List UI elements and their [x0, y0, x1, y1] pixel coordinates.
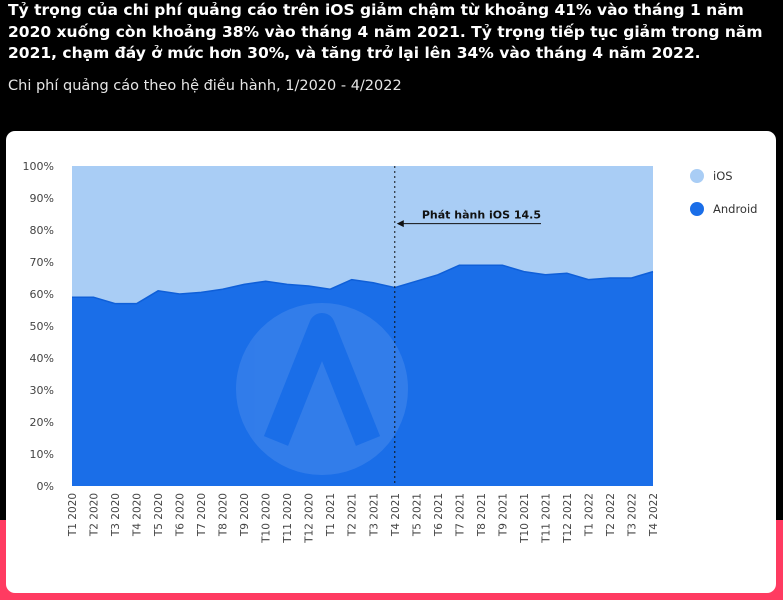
watermark-circle — [236, 303, 408, 475]
y-tick-label: 0% — [37, 480, 54, 493]
x-tick-label: T6 2020 — [175, 493, 187, 537]
legend-swatch-android — [690, 202, 704, 216]
x-tick-label: T2 2020 — [89, 493, 101, 537]
x-tick-label: T3 2022 — [626, 493, 638, 537]
android-boundary-line — [72, 264, 654, 305]
y-tick-label: 80% — [30, 224, 54, 237]
annotation: Phát hành iOS 14.5 — [394, 166, 541, 486]
x-tick-label: T10 2020 — [261, 493, 273, 544]
y-tick-label: 100% — [23, 160, 54, 173]
x-axis: T1 2020 T2 2020 T3 2020 T4 2020 T5 2020 T6 20… — [67, 493, 660, 544]
chart: 0% 10% 20% 30% 40% 50% 60% 70% 80% 90% 100% T1 202… — [23, 160, 758, 544]
legend-label-ios: iOS — [713, 169, 733, 183]
x-tick-label: T9 2021 — [497, 493, 509, 537]
chart-areas — [72, 166, 654, 486]
x-tick-label: T2 2022 — [605, 493, 617, 537]
x-tick-label: T11 2020 — [282, 493, 294, 544]
y-tick-label: 90% — [30, 192, 54, 205]
y-tick-label: 20% — [30, 416, 54, 429]
x-tick-label: T4 2021 — [390, 493, 402, 537]
chart-subtitle: Chi phí quảng cáo theo hệ điều hành, 1/2… — [8, 78, 402, 94]
x-tick-label: T1 2020 — [67, 493, 79, 537]
x-tick-label: T10 2021 — [519, 493, 531, 544]
chart-card: 0% 10% 20% 30% 40% 50% 60% 70% 80% 90% 100% T1 202… — [6, 131, 776, 593]
x-tick-label: T4 2022 — [648, 493, 660, 537]
legend-swatch-ios — [690, 169, 704, 183]
x-tick-label: T1 2022 — [583, 493, 595, 537]
x-tick-label: T1 2021 — [325, 493, 337, 537]
y-tick-label: 70% — [30, 256, 54, 269]
x-tick-label: T12 2021 — [562, 493, 574, 544]
legend: iOS Android — [690, 169, 757, 216]
watermark-glyph — [263, 313, 381, 446]
x-tick-label: T12 2020 — [304, 493, 316, 544]
x-tick-label: T8 2021 — [476, 493, 488, 537]
y-tick-label: 40% — [30, 352, 54, 365]
x-tick-label: T9 2020 — [239, 493, 251, 537]
android-area — [72, 265, 653, 486]
y-axis: 0% 10% 20% 30% 40% 50% 60% 70% 80% 90% 100% — [23, 160, 54, 493]
x-tick-label: T7 2020 — [196, 493, 208, 537]
x-tick-label: T5 2021 — [411, 493, 423, 537]
y-tick-label: 50% — [30, 320, 54, 333]
x-tick-label: T8 2020 — [218, 493, 230, 537]
x-tick-label: T4 2020 — [132, 493, 144, 537]
x-tick-label: T11 2021 — [540, 493, 552, 544]
headline: Tỷ trọng của chi phí quảng cáo trên iOS … — [8, 1, 763, 62]
y-tick-label: 30% — [30, 384, 54, 397]
x-tick-label: T5 2020 — [153, 493, 165, 537]
y-tick-label: 10% — [30, 448, 54, 461]
annotation-label: Phát hành iOS 14.5 — [422, 209, 541, 222]
x-tick-label: T3 2020 — [110, 493, 122, 537]
x-tick-label: T7 2021 — [454, 493, 466, 537]
x-tick-label: T6 2021 — [433, 493, 445, 537]
x-tick-label: T2 2021 — [347, 493, 359, 537]
y-tick-label: 60% — [30, 288, 54, 301]
legend-label-android: Android — [713, 202, 757, 216]
annotation-arrowhead — [396, 220, 404, 228]
x-tick-label: T3 2021 — [368, 493, 380, 537]
